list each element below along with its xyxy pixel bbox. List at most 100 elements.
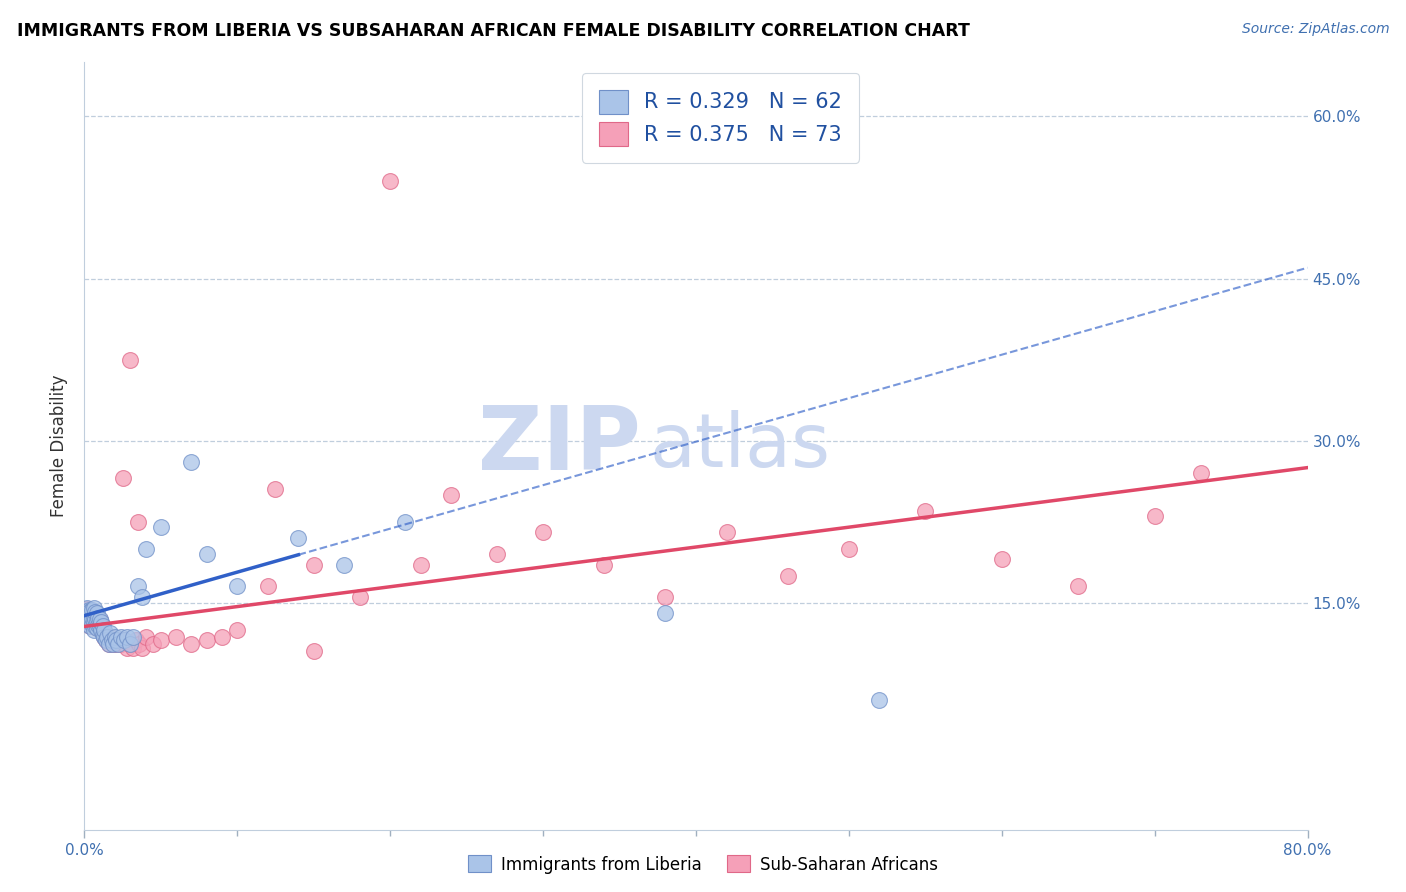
Point (77, 617, 100, 632)
Point (96, 630, 118, 644)
Point (98, 626, 121, 640)
Point (914, 504, 936, 518)
Point (80, 611, 103, 625)
Point (107, 633, 129, 648)
Point (1067, 579, 1090, 593)
Point (127, 579, 149, 593)
Point (226, 579, 249, 593)
Point (93, 623, 115, 637)
Text: IMMIGRANTS FROM LIBERIA VS SUBSAHARAN AFRICAN FEMALE DISABILITY CORRELATION CHAR: IMMIGRANTS FROM LIBERIA VS SUBSAHARAN AF… (17, 22, 970, 40)
Point (87, 619, 110, 633)
Point (76, 615, 98, 629)
Point (98, 630, 121, 644)
Point (105, 637, 128, 651)
Point (87, 618, 110, 632)
Point (91, 628, 114, 642)
Point (93, 630, 115, 644)
Point (333, 558, 356, 572)
Point (593, 558, 616, 572)
Point (77, 615, 100, 629)
Point (83, 608, 105, 623)
Point (165, 630, 187, 644)
Legend: R = 0.329   N = 62, R = 0.375   N = 73: R = 0.329 N = 62, R = 0.375 N = 73 (582, 73, 859, 162)
Point (83, 601, 105, 615)
Point (211, 630, 233, 644)
Point (89, 619, 111, 633)
Point (195, 633, 218, 648)
Point (79, 619, 101, 633)
Point (380, 174, 402, 188)
Point (76, 601, 98, 615)
Point (135, 630, 157, 644)
Point (77, 608, 100, 623)
Point (84, 619, 107, 633)
Point (80, 603, 103, 617)
Point (101, 633, 124, 648)
Point (83, 619, 105, 633)
Point (90, 623, 112, 637)
Point (83, 612, 105, 626)
Point (409, 558, 432, 572)
Point (76, 608, 98, 623)
Point (486, 547, 509, 561)
Point (103, 637, 125, 651)
Point (76, 602, 98, 616)
Point (120, 637, 142, 651)
Point (302, 558, 325, 572)
Point (84, 612, 107, 626)
Point (75, 604, 97, 618)
Point (86, 620, 108, 634)
Point (257, 579, 280, 593)
Point (90, 623, 112, 637)
Point (142, 637, 165, 651)
Point (349, 591, 371, 605)
Point (103, 637, 125, 651)
Point (75, 608, 97, 623)
Point (91, 626, 114, 640)
Point (131, 641, 153, 656)
Point (84, 617, 107, 632)
Point (869, 693, 891, 707)
Text: atlas: atlas (650, 409, 831, 483)
Point (991, 552, 1014, 566)
Legend: Immigrants from Liberia, Sub-Saharan Africans: Immigrants from Liberia, Sub-Saharan Afr… (460, 847, 946, 882)
Point (84, 611, 107, 625)
Point (101, 633, 124, 648)
Point (75, 608, 97, 623)
Point (76, 612, 98, 626)
Point (94, 633, 117, 648)
Point (104, 630, 127, 644)
Point (96, 630, 118, 644)
Point (86, 614, 108, 628)
Point (120, 352, 142, 367)
Point (838, 541, 860, 556)
Point (104, 633, 127, 648)
Point (125, 633, 148, 648)
Point (80, 617, 103, 632)
Point (127, 515, 149, 529)
Point (149, 520, 172, 534)
Text: ZIP: ZIP (478, 402, 641, 490)
Point (84, 606, 107, 620)
Point (128, 637, 150, 651)
Point (90, 615, 112, 629)
Point (131, 591, 153, 605)
Point (97, 637, 120, 651)
Point (93, 630, 115, 644)
Point (120, 637, 142, 651)
Point (654, 607, 676, 621)
Point (776, 568, 799, 582)
Point (97, 637, 120, 651)
Point (122, 641, 145, 656)
Point (111, 471, 134, 485)
Point (1189, 466, 1212, 480)
Point (76, 617, 98, 632)
Point (394, 515, 416, 529)
Point (87, 611, 110, 625)
Point (89, 619, 111, 633)
Point (87, 612, 110, 626)
Point (77, 603, 100, 617)
Point (107, 637, 129, 651)
Point (1143, 509, 1166, 524)
Point (105, 633, 128, 648)
